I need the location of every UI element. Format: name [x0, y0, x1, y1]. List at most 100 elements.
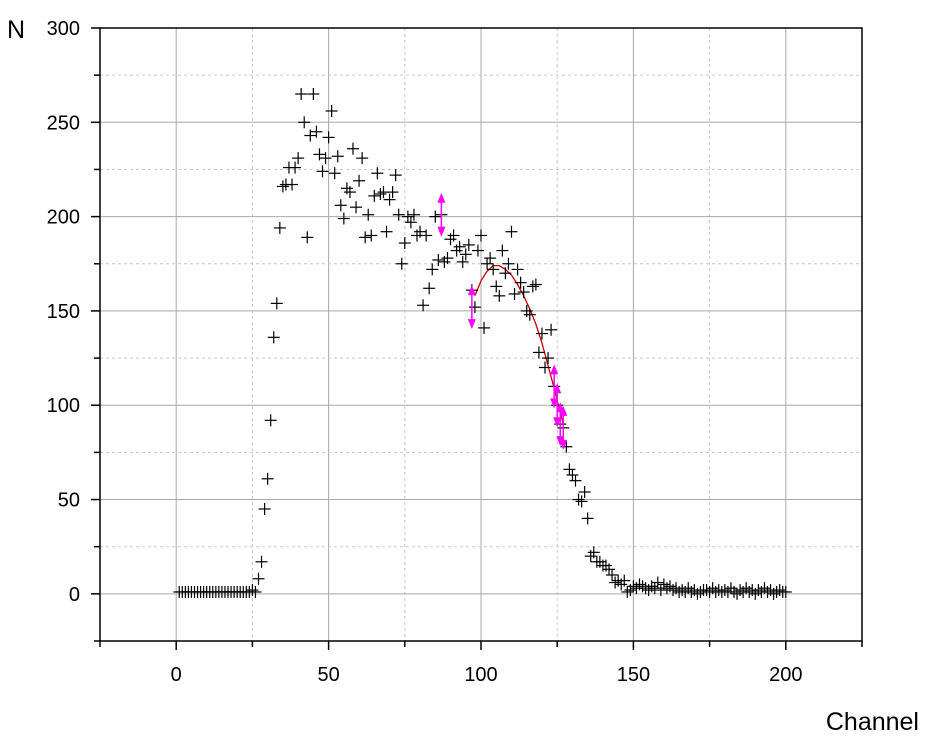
y-tick-label: 150 [47, 301, 80, 323]
highlight-marker [467, 285, 476, 330]
data-point [502, 257, 515, 270]
axis-ticks [91, 27, 863, 650]
data-point [462, 238, 475, 251]
data-point [654, 584, 667, 597]
marker-arrow-up [437, 192, 446, 203]
y-tick-label: 250 [47, 112, 80, 134]
data-point [734, 584, 747, 597]
data-point [481, 257, 494, 270]
data-point [343, 186, 356, 199]
highlight-marker [437, 192, 446, 237]
data-points [173, 88, 792, 600]
data-point [307, 88, 320, 101]
data-point [420, 229, 433, 242]
data-point [325, 104, 338, 117]
data-point [383, 193, 396, 206]
data-point [676, 584, 689, 597]
data-point [426, 263, 439, 276]
data-point [301, 231, 314, 244]
y-axis-title: N [7, 16, 25, 44]
marker-arrow-down [553, 417, 562, 428]
data-point [496, 244, 509, 257]
data-point [331, 150, 344, 163]
data-point [334, 199, 347, 212]
fit-curve [474, 265, 564, 425]
data-point [429, 210, 442, 223]
data-point [380, 225, 393, 238]
data-point [526, 280, 539, 293]
data-point [441, 252, 454, 265]
data-point [353, 174, 366, 187]
data-point [609, 576, 622, 589]
data-point [398, 237, 411, 250]
data-point [310, 125, 323, 138]
data-point [313, 148, 326, 161]
data-point [389, 169, 402, 182]
data-point [304, 129, 317, 142]
data-point [386, 186, 399, 199]
data-point [618, 574, 631, 587]
data-point [478, 321, 491, 334]
data-point [414, 225, 427, 238]
data-point [264, 414, 277, 427]
data-point [508, 287, 521, 300]
data-point [359, 231, 372, 244]
data-point [575, 495, 588, 508]
data-point [471, 244, 484, 257]
data-point [252, 572, 265, 585]
data-point [484, 252, 497, 265]
data-point [423, 282, 436, 295]
data-point [691, 587, 704, 600]
data-point [258, 502, 271, 515]
data-point [286, 178, 299, 191]
y-tick-label: 300 [47, 18, 80, 40]
x-tick-label: 100 [464, 664, 497, 686]
y-tick-label: 0 [69, 584, 80, 606]
marker-arrow-down [559, 439, 568, 450]
highlight-marker [559, 405, 568, 450]
data-point [773, 584, 786, 597]
highlight-marker [550, 364, 559, 409]
marker-arrow-down [550, 398, 559, 409]
data-point [249, 585, 262, 598]
data-point [539, 361, 552, 374]
data-point [621, 585, 634, 598]
data-point [432, 253, 445, 266]
data-point [447, 229, 460, 242]
data-point [603, 563, 616, 576]
data-point [246, 584, 259, 597]
data-point [545, 323, 558, 336]
tick-labels: 0 50 100 150 200 0 50 100 150 200 250 300 [47, 18, 803, 686]
data-point [700, 584, 713, 597]
data-point [648, 582, 661, 595]
data-point [289, 161, 302, 174]
data-point [295, 88, 308, 101]
data-point [356, 152, 369, 165]
data-point [542, 352, 555, 365]
data-point [572, 493, 585, 506]
data-point [261, 472, 274, 485]
marker-arrow-down [467, 319, 476, 330]
data-point [401, 210, 414, 223]
data-point [456, 255, 469, 268]
x-tick-label: 0 [171, 664, 182, 686]
data-point [328, 167, 341, 180]
marker-arrow-up [559, 405, 568, 416]
data-point [270, 297, 283, 310]
data-point [337, 212, 350, 225]
data-point [566, 469, 579, 482]
data-point [350, 201, 363, 214]
data-point [298, 116, 311, 129]
data-point [371, 167, 384, 180]
data-point [407, 208, 420, 221]
data-point [346, 142, 359, 155]
data-point [523, 308, 536, 321]
data-point [563, 463, 576, 476]
data-point [633, 578, 646, 591]
x-tick-label: 200 [769, 664, 802, 686]
data-point [395, 257, 408, 270]
data-point [511, 263, 524, 276]
data-point [505, 225, 518, 238]
data-point [404, 216, 417, 229]
